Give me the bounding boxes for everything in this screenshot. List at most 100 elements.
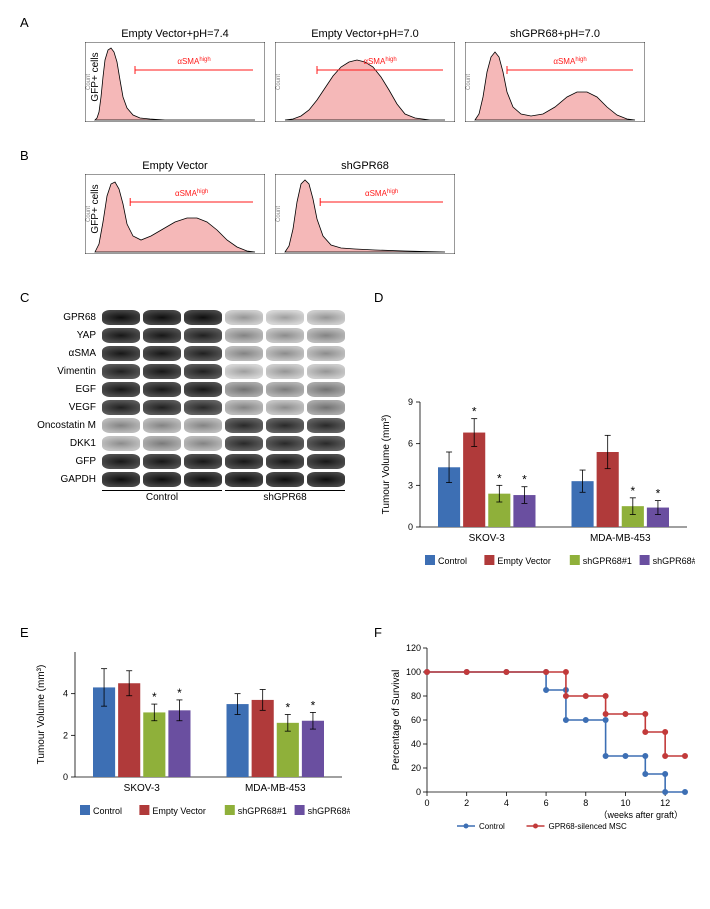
band bbox=[143, 364, 181, 379]
panel-c-label: C bbox=[20, 290, 29, 305]
band bbox=[102, 472, 140, 487]
band bbox=[143, 418, 181, 433]
band bbox=[266, 310, 304, 325]
histogram-title: Empty Vector bbox=[85, 160, 265, 172]
band bbox=[184, 400, 222, 415]
band bbox=[184, 472, 222, 487]
svg-text:shGPR68#2: shGPR68#2 bbox=[308, 806, 350, 816]
band bbox=[307, 328, 345, 343]
svg-text:*: * bbox=[311, 698, 316, 712]
panel-b-histograms: Empty Vector αSMAhigh Count GFP+ cells s… bbox=[85, 160, 455, 257]
protein-label: EGF bbox=[30, 384, 102, 395]
survival-chart-svg: 020406080100120024681012Percentage of Su… bbox=[385, 640, 695, 840]
svg-text:*: * bbox=[177, 686, 182, 700]
histogram-svg: αSMAhigh Count bbox=[465, 42, 645, 122]
svg-text:0: 0 bbox=[424, 798, 429, 808]
svg-text:4: 4 bbox=[63, 689, 68, 699]
svg-text:10: 10 bbox=[620, 798, 630, 808]
band bbox=[225, 418, 263, 433]
svg-text:MDA-MB-453: MDA-MB-453 bbox=[590, 533, 651, 544]
svg-text:Control: Control bbox=[479, 822, 505, 831]
western-blot-row: DKK1 bbox=[30, 436, 345, 451]
panel-d-label: D bbox=[374, 290, 383, 305]
band bbox=[143, 328, 181, 343]
svg-text:*: * bbox=[497, 471, 502, 485]
band bbox=[143, 436, 181, 451]
svg-text:40: 40 bbox=[411, 739, 421, 749]
svg-text:*: * bbox=[656, 487, 661, 501]
protein-label: YAP bbox=[30, 330, 102, 341]
svg-text:αSMAhigh: αSMAhigh bbox=[363, 57, 396, 66]
svg-text:*: * bbox=[630, 484, 635, 498]
svg-text:*: * bbox=[152, 690, 157, 704]
svg-text:Empty Vector: Empty Vector bbox=[152, 806, 206, 816]
histogram-box: Empty Vector αSMAhigh Count GFP+ cells bbox=[85, 160, 265, 257]
panel-a-histograms: Empty Vector+pH=7.4 αSMAhigh Count GFP+ … bbox=[85, 28, 645, 125]
svg-text:20: 20 bbox=[411, 763, 421, 773]
group-label: shGPR68 bbox=[225, 490, 345, 503]
svg-text:120: 120 bbox=[406, 643, 421, 653]
svg-text:4: 4 bbox=[504, 798, 509, 808]
svg-text:3: 3 bbox=[408, 480, 413, 490]
protein-label: VEGF bbox=[30, 402, 102, 413]
protein-label: αSMA bbox=[30, 348, 102, 359]
histogram-svg: αSMAhigh Count bbox=[85, 174, 265, 254]
band bbox=[266, 346, 304, 361]
svg-text:Control: Control bbox=[438, 556, 467, 566]
band bbox=[225, 310, 263, 325]
band bbox=[225, 382, 263, 397]
band bbox=[225, 328, 263, 343]
svg-text:Control: Control bbox=[93, 806, 122, 816]
band bbox=[143, 472, 181, 487]
histogram-title: Empty Vector+pH=7.0 bbox=[275, 28, 455, 40]
band bbox=[225, 472, 263, 487]
band bbox=[184, 328, 222, 343]
protein-label: DKK1 bbox=[30, 438, 102, 449]
histogram-svg: αSMAhigh Count bbox=[275, 174, 455, 254]
panel-c-western-blot: GPR68YAPαSMAVimentinEGFVEGFOncostatin MD… bbox=[30, 310, 345, 503]
band bbox=[102, 364, 140, 379]
svg-text:Empty Vector: Empty Vector bbox=[497, 556, 551, 566]
histogram-title: shGPR68+pH=7.0 bbox=[465, 28, 645, 40]
svg-text:60: 60 bbox=[411, 715, 421, 725]
svg-text:MDA-MB-453: MDA-MB-453 bbox=[245, 783, 306, 794]
svg-text:*: * bbox=[522, 473, 527, 487]
svg-text:Count: Count bbox=[276, 206, 282, 222]
protein-label: GFP bbox=[30, 456, 102, 467]
band bbox=[266, 454, 304, 469]
svg-text:SKOV-3: SKOV-3 bbox=[469, 533, 506, 544]
svg-text:6: 6 bbox=[408, 439, 413, 449]
band bbox=[266, 364, 304, 379]
band bbox=[143, 346, 181, 361]
western-blot-row: Oncostatin M bbox=[30, 418, 345, 433]
histogram-box: Empty Vector+pH=7.4 αSMAhigh Count GFP+ … bbox=[85, 28, 265, 125]
svg-text:SKOV-3: SKOV-3 bbox=[124, 783, 161, 794]
panel-e-label: E bbox=[20, 625, 29, 640]
western-blot-row: VEGF bbox=[30, 400, 345, 415]
band bbox=[143, 454, 181, 469]
histogram-title: Empty Vector+pH=7.4 bbox=[85, 28, 265, 40]
band bbox=[225, 454, 263, 469]
band-lane bbox=[102, 418, 345, 433]
band bbox=[307, 382, 345, 397]
panel-d-chart: 0369Tumour Volume (mm³)***SKOV-3**MDA-MB… bbox=[375, 390, 695, 575]
band-lane bbox=[102, 436, 345, 451]
histogram-box: Empty Vector+pH=7.0 αSMAhigh Count bbox=[275, 28, 455, 125]
band-lane bbox=[102, 454, 345, 469]
bar-chart-svg: 024Tumour Volume (mm³)**SKOV-3**MDA-MB-4… bbox=[30, 640, 350, 825]
protein-label: Oncostatin M bbox=[30, 420, 102, 431]
band bbox=[184, 364, 222, 379]
svg-text:GPR68-silenced MSC: GPR68-silenced MSC bbox=[549, 822, 627, 831]
band bbox=[102, 346, 140, 361]
svg-text:Tumour Volume (mm³): Tumour Volume (mm³) bbox=[381, 415, 392, 515]
bar-chart-svg: 0369Tumour Volume (mm³)***SKOV-3**MDA-MB… bbox=[375, 390, 695, 575]
svg-text:9: 9 bbox=[408, 397, 413, 407]
group-labels-row: ControlshGPR68 bbox=[102, 490, 345, 503]
histogram-svg: αSMAhigh Count bbox=[85, 42, 265, 122]
band-lane bbox=[102, 310, 345, 325]
band bbox=[102, 436, 140, 451]
svg-text:0: 0 bbox=[63, 772, 68, 782]
band bbox=[102, 382, 140, 397]
band-lane bbox=[102, 400, 345, 415]
western-blot-row: EGF bbox=[30, 382, 345, 397]
